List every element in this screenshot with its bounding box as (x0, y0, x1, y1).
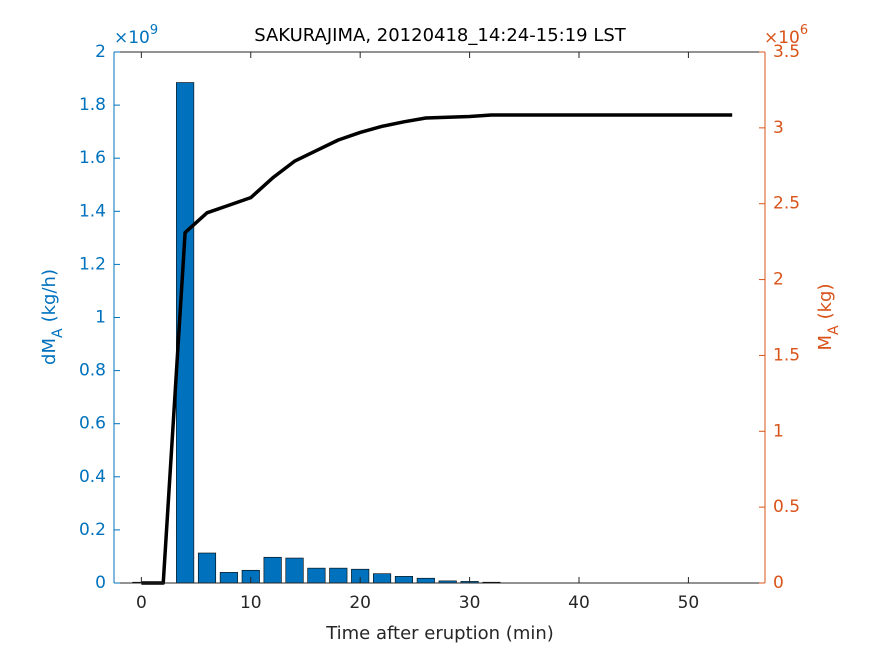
bar (329, 567, 348, 584)
bar (219, 572, 238, 584)
x-axis-label: Time after eruption (min) (325, 623, 554, 644)
chart-title: SAKURAJIMA, 20120418_14:24-15:19 LST (254, 25, 627, 46)
y2-exponent: ×106 (764, 23, 808, 48)
x-tick-label: 50 (678, 593, 700, 613)
y-tick-label: 0.4 (79, 467, 106, 487)
y-tick-label: 0 (95, 573, 106, 593)
bar (416, 577, 435, 584)
y2-tick-label: 1 (773, 421, 784, 441)
y-tick-label: 2 (95, 42, 106, 62)
y-label-sub: A (50, 328, 66, 338)
y-exponent-base: ×10 (114, 28, 150, 48)
bar (285, 557, 304, 584)
y2-tick-label: 0 (773, 573, 784, 593)
y2-axis-label: MA (kg) (815, 283, 842, 350)
y2-label-unit: (kg) (815, 283, 836, 319)
y-label-main: dM (39, 338, 60, 365)
y2-tick-label: 3 (773, 118, 784, 138)
y-tick-label: 0.2 (79, 520, 106, 540)
y2-tick-label: 2.5 (773, 194, 800, 214)
x-tick-label: 30 (459, 593, 481, 613)
y2-tick-label: 0.5 (773, 497, 800, 517)
x-tick-label: 40 (568, 593, 590, 613)
y-tick-label: 0.8 (79, 361, 106, 381)
y2-tick-label: 1.5 (773, 345, 800, 365)
x-tick-label: 10 (240, 593, 262, 613)
y-label-unit: (kg/h) (39, 269, 60, 322)
y-tick-label: 1.2 (79, 254, 106, 274)
y2-label-main: M (815, 335, 836, 351)
y-tick-label: 1.4 (79, 201, 106, 221)
bar (307, 567, 326, 584)
y2-tick-label: 2 (773, 270, 784, 290)
bar (197, 552, 217, 584)
y-exponent: ×109 (114, 23, 158, 48)
bar (394, 576, 413, 584)
y-tick-label: 1.8 (79, 95, 106, 115)
y-axis-label: dMA (kg/h) (39, 269, 66, 365)
x-tick-label: 20 (349, 593, 371, 613)
y2-label-sub: A (826, 325, 842, 335)
bar (373, 573, 392, 584)
line (141, 113, 733, 585)
y-tick-label: 1 (95, 308, 106, 328)
y2-tick-label: 3.5 (773, 42, 800, 62)
y-tick-label: 0.6 (79, 414, 106, 434)
y2-exponent-power: 6 (800, 23, 808, 38)
x-tick-label: 0 (136, 593, 147, 613)
y-tick-label: 1.6 (79, 148, 106, 168)
y-exponent-power: 9 (150, 23, 158, 38)
y2-exponent-base: ×10 (764, 28, 800, 48)
bar (263, 556, 282, 584)
